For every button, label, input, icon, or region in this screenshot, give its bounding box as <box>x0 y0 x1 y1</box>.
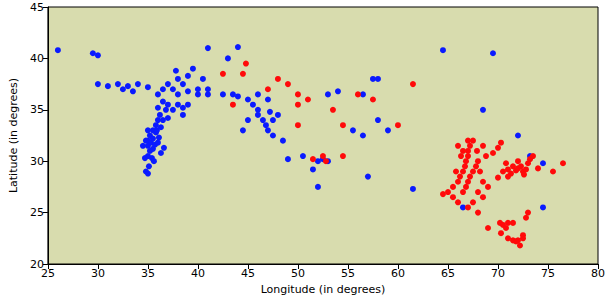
svg-text:70: 70 <box>491 267 505 280</box>
svg-text:Longitude (in degrees): Longitude (in degrees) <box>261 283 386 296</box>
svg-text:45: 45 <box>241 267 255 280</box>
svg-text:25: 25 <box>30 206 44 219</box>
svg-text:45: 45 <box>30 1 44 14</box>
svg-text:55: 55 <box>341 267 355 280</box>
svg-text:25: 25 <box>41 267 55 280</box>
svg-text:50: 50 <box>291 267 305 280</box>
svg-text:20: 20 <box>29 257 44 271</box>
svg-text:60: 60 <box>391 267 405 280</box>
svg-text:40: 40 <box>30 52 44 65</box>
svg-text:75: 75 <box>541 267 555 280</box>
svg-text:40: 40 <box>191 267 205 280</box>
svg-text:30: 30 <box>30 155 44 168</box>
svg-text:30: 30 <box>91 267 105 280</box>
svg-text:35: 35 <box>30 103 44 116</box>
svg-text:Latitude (in degrees): Latitude (in degrees) <box>7 78 20 193</box>
svg-text:80: 80 <box>591 267 605 280</box>
svg-text:65: 65 <box>441 267 455 280</box>
svg-text:35: 35 <box>141 267 155 280</box>
